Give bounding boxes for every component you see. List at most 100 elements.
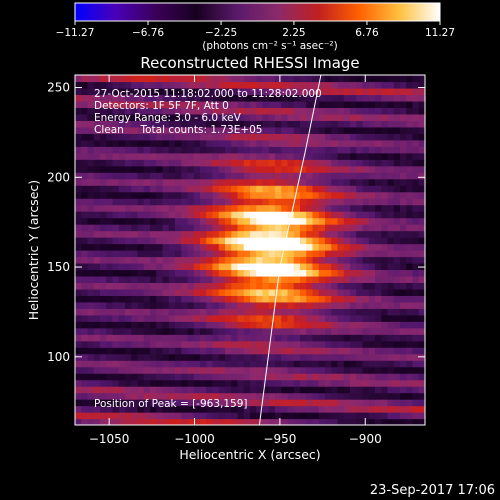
heatmap-cell xyxy=(318,366,326,374)
heatmap-cell xyxy=(368,288,376,296)
heatmap-cell xyxy=(268,230,276,238)
heatmap-cell xyxy=(262,353,270,361)
heatmap-cell xyxy=(306,204,314,212)
heatmap-cell xyxy=(325,217,332,225)
heatmap-cell xyxy=(187,113,195,121)
heatmap-cell xyxy=(312,301,320,309)
heatmap-cell xyxy=(275,321,282,329)
heatmap-cell xyxy=(418,94,425,102)
heatmap-cell xyxy=(156,198,164,206)
heatmap-cell xyxy=(93,418,101,425)
heatmap-cell xyxy=(231,308,239,316)
heatmap-cell xyxy=(137,386,145,394)
heatmap-cell xyxy=(87,262,95,271)
heatmap-cell xyxy=(400,301,407,309)
heatmap-cell xyxy=(331,178,339,186)
heatmap-cell xyxy=(312,230,320,238)
heatmap-cell xyxy=(112,165,120,173)
heatmap-cell xyxy=(412,237,420,245)
heatmap-cell xyxy=(231,75,239,83)
heatmap-cell xyxy=(193,204,201,212)
heatmap-cell xyxy=(218,392,226,400)
heatmap-cell xyxy=(156,159,164,167)
heatmap-cell xyxy=(350,250,357,258)
heatmap-cell xyxy=(93,405,101,413)
heatmap-cell xyxy=(212,353,220,361)
heatmap-cell xyxy=(156,366,164,374)
heatmap-cell xyxy=(300,250,307,258)
heatmap-cell xyxy=(287,178,295,186)
heatmap-cell xyxy=(125,275,132,284)
heatmap-cell xyxy=(100,314,107,322)
colorbar-gradient xyxy=(74,2,441,22)
heatmap-cell xyxy=(362,314,370,322)
heatmap-cell xyxy=(381,373,389,381)
heatmap-cell xyxy=(106,211,114,219)
heatmap-cell xyxy=(325,295,332,303)
heatmap-cell xyxy=(406,185,414,193)
heatmap-cell xyxy=(87,243,95,251)
heatmap-cell xyxy=(343,360,351,368)
heatmap-cell xyxy=(212,347,220,355)
heatmap-cell xyxy=(225,126,232,134)
heatmap-cell xyxy=(387,237,395,245)
heatmap-cell xyxy=(237,301,245,309)
heatmap-cell xyxy=(400,250,407,258)
heatmap-cell xyxy=(218,360,226,368)
heatmap-cell xyxy=(250,301,257,309)
heatmap-cell xyxy=(175,288,182,296)
heatmap-cell xyxy=(93,75,101,83)
heatmap-cell xyxy=(206,198,214,206)
heatmap-cell xyxy=(150,405,157,413)
heatmap-cell xyxy=(256,373,264,381)
heatmap-cell xyxy=(243,288,251,296)
heatmap-cell xyxy=(275,172,282,180)
heatmap-cell xyxy=(256,198,264,206)
heatmap-cell xyxy=(350,275,357,284)
heatmap-cell xyxy=(106,327,114,335)
heatmap-cell xyxy=(337,211,345,219)
heatmap-cell xyxy=(81,113,89,121)
heatmap-cell xyxy=(100,126,107,134)
heatmap-cell xyxy=(131,412,139,420)
heatmap-cell xyxy=(300,204,307,212)
heatmap-cell xyxy=(106,165,114,173)
heatmap-cell xyxy=(418,224,425,232)
heatmap-cell xyxy=(268,256,276,264)
heatmap-cell xyxy=(287,334,295,342)
heatmap-cell xyxy=(225,399,232,407)
heatmap-cell xyxy=(325,366,332,374)
heatmap-cell xyxy=(81,237,89,245)
heatmap-cell xyxy=(100,113,107,121)
heatmap-cell xyxy=(200,204,207,212)
heatmap-cell xyxy=(218,159,226,167)
heatmap-cell xyxy=(162,418,170,425)
heatmap-cell xyxy=(362,379,370,387)
heatmap-cell xyxy=(181,321,189,329)
heatmap-cell xyxy=(393,334,401,342)
heatmap-cell xyxy=(175,308,182,316)
heatmap-cell xyxy=(337,379,345,387)
heatmap-cell xyxy=(275,81,282,89)
heatmap-cell xyxy=(200,327,207,335)
heatmap-cell xyxy=(112,230,120,238)
heatmap-cell xyxy=(231,146,239,154)
heatmap-cell xyxy=(412,399,420,407)
heatmap-cell xyxy=(200,399,207,407)
heatmap-cell xyxy=(112,256,120,264)
heatmap-cell xyxy=(187,146,195,154)
heatmap-cell xyxy=(75,327,82,335)
heatmap-cell xyxy=(181,120,189,128)
heatmap-cell xyxy=(100,152,107,160)
heatmap-cell xyxy=(262,217,270,225)
heatmap-cell xyxy=(100,211,107,219)
heatmap-cell xyxy=(318,405,326,413)
heatmap-cell xyxy=(218,321,226,329)
heatmap-cell xyxy=(106,256,114,264)
heatmap-cell xyxy=(112,308,120,316)
heatmap-cell xyxy=(125,172,132,180)
heatmap-cell xyxy=(231,100,239,109)
heatmap-cell xyxy=(375,204,382,212)
heatmap-cell xyxy=(250,126,257,134)
heatmap-cell xyxy=(337,256,345,264)
